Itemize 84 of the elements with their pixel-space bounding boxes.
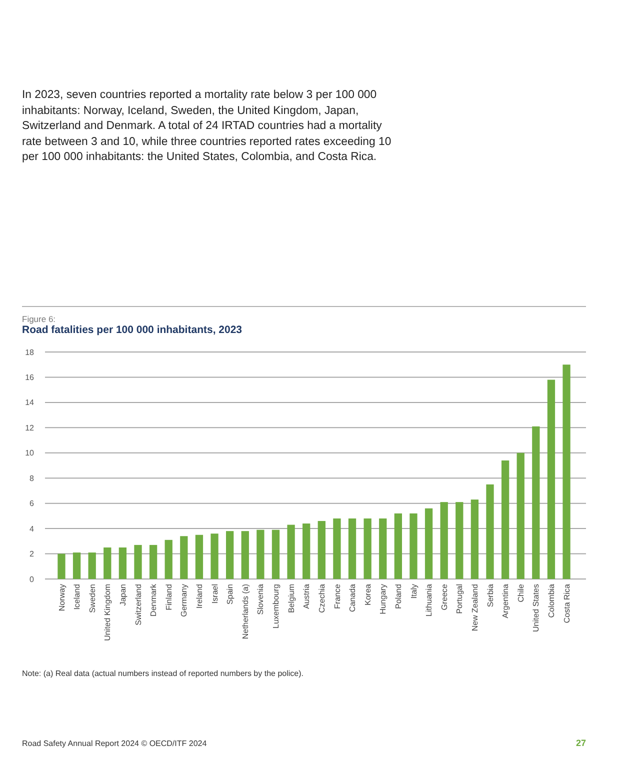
x-tick-label: Sweden (88, 584, 97, 613)
bar (149, 544, 158, 579)
bar (256, 530, 264, 579)
bar (302, 524, 310, 579)
bar (410, 513, 418, 579)
bar (195, 534, 204, 579)
y-tick-label: 4 (30, 524, 35, 534)
bar (470, 500, 479, 579)
x-tick-label: Denmark (149, 583, 158, 616)
bar (58, 554, 66, 579)
x-tick-label: Poland (394, 584, 403, 609)
y-tick-label: 16 (25, 373, 35, 382)
y-tick-label: 2 (30, 550, 35, 559)
bar (287, 524, 295, 579)
x-tick-label: Austria (302, 583, 312, 609)
x-tick-label: Iceland (72, 584, 82, 610)
bar (562, 364, 570, 579)
y-tick-label: 6 (30, 499, 35, 508)
x-tick-label: Norway (57, 584, 66, 612)
bar (547, 380, 556, 579)
x-tick-label: Finland (164, 584, 174, 610)
x-tick-label: Japan (118, 584, 128, 606)
bar (379, 518, 387, 579)
x-tick-label: France (332, 583, 342, 609)
x-tick-label: Israel (210, 584, 220, 604)
text: 27 (576, 738, 586, 748)
chart-title: Road fatalities per 100 000 inhabitants, 2023 (22, 324, 242, 336)
bar (180, 536, 188, 579)
x-tick-label: Argentina (501, 583, 510, 618)
y-tick-label: 12 (25, 423, 35, 432)
x-tick-label: Netherlands (a) (240, 584, 250, 640)
bar (501, 460, 510, 579)
x-tick-label: Lithuania (424, 583, 434, 616)
bar (394, 513, 402, 579)
x-tick-label: New Zealand (470, 584, 480, 632)
x-tick-label: Luxembourg (272, 584, 281, 628)
y-tick-label: 10 (25, 448, 35, 458)
y-tick-label: 8 (30, 474, 35, 483)
x-tick-label: Serbia (486, 583, 495, 608)
x-tick-label: Colombia (547, 583, 556, 618)
bar (164, 540, 172, 579)
bar (226, 531, 234, 579)
x-tick-label: Chile (516, 583, 526, 602)
bar (440, 502, 448, 579)
x-tick-label: Ireland (195, 584, 204, 608)
bar (134, 544, 142, 579)
bar (516, 452, 524, 579)
y-tick-label: 18 (25, 348, 35, 357)
bar (456, 502, 464, 579)
x-tick-label: Hungary (378, 584, 388, 614)
bar (318, 520, 326, 579)
x-tick-label: Canada (348, 583, 358, 612)
x-tick-label: Spain (226, 584, 235, 604)
x-tick-label: Belgium (286, 584, 296, 613)
bar (104, 547, 112, 579)
chart-subtitle: Figure 6: (22, 314, 56, 324)
bar (72, 552, 81, 579)
bar (88, 552, 96, 579)
bar (272, 530, 280, 579)
bar (532, 426, 540, 579)
x-tick-label: United States (532, 584, 541, 632)
x-tick-label: Costa Rica (562, 583, 572, 624)
bar (333, 518, 341, 579)
x-tick-label: Portugal (455, 584, 464, 614)
bar (486, 484, 494, 579)
x-tick-label: Slovenia (256, 583, 266, 615)
x-tick-label: Switzerland (134, 584, 143, 626)
y-tick-label: 0 (30, 574, 35, 584)
x-tick-label: United Kingdom (103, 584, 112, 641)
y-tick-label: 14 (25, 398, 35, 408)
x-tick-label: Germany (180, 584, 189, 617)
bar (210, 534, 218, 579)
x-tick-label: Czechia (317, 583, 326, 613)
text: In 2023, seven countries reported a mortality rate below 3 per 100 000 inhabitants: Norway, Iceland, Sweden, the United Kingdom, Japan, Switzerland and Denmark. A total of 24 IRTAD countries had a mortality rate between 3 and 10, while three countries reported rates exceeding 10 per 100 000 inhabitants: the United States, Colombia, and Costa Rica. (22, 88, 392, 166)
bar (424, 508, 433, 579)
bar (364, 518, 372, 579)
text: Road Safety Annual Report 2024 © OECD/ITF 2024 (22, 739, 208, 748)
x-tick-label: Korea (363, 583, 372, 606)
x-tick-label: Greece (440, 583, 449, 610)
x-tick-label: Italy (409, 584, 418, 599)
bar (348, 518, 356, 579)
text: Note: (a) Real data (actual numbers instead of reported numbers by the police). (22, 669, 304, 678)
bar (241, 531, 249, 579)
bar (118, 547, 127, 579)
